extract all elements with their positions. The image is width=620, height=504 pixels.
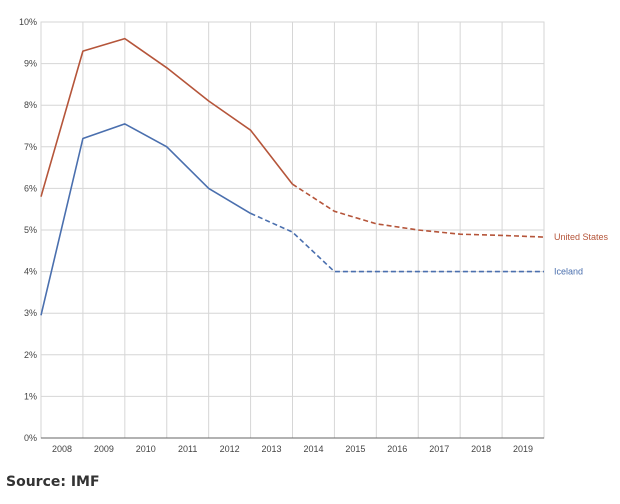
x-tick-label: 2012	[220, 444, 240, 454]
x-tick-label: 2013	[262, 444, 282, 454]
series-line-actual	[40, 37, 294, 197]
y-tick-label: 6%	[24, 183, 37, 193]
series-labels: United States Iceland	[554, 232, 609, 277]
x-tick-label: 2018	[471, 444, 491, 454]
y-tick-label: 5%	[24, 225, 37, 235]
y-axis-ticks: 0% 1% 2% 3% 4% 5% 6% 7% 8% 9% 10%	[19, 17, 37, 443]
y-tick-label: 3%	[24, 308, 37, 318]
line-chart: 0% 1% 2% 3% 4% 5% 6% 7% 8% 9% 10% 2008 2009 2010 2011…	[19, 17, 609, 454]
x-tick-label: 2011	[178, 444, 197, 454]
x-tick-label: 2015	[345, 444, 365, 454]
y-tick-label: 10%	[19, 17, 37, 27]
x-tick-label: 2014	[303, 444, 323, 454]
series-line-projection	[292, 183, 545, 238]
x-tick-label: 2017	[429, 444, 449, 454]
y-tick-label: 1%	[24, 391, 37, 401]
x-tick-label: 2019	[513, 444, 533, 454]
y-tick-label: 4%	[24, 267, 37, 277]
gridlines	[40, 21, 545, 439]
series-label: United States	[554, 232, 609, 242]
x-tick-label: 2009	[94, 444, 114, 454]
y-tick-label: 8%	[24, 100, 37, 110]
y-tick-label: 2%	[24, 350, 37, 360]
x-tick-label: 2016	[387, 444, 407, 454]
x-tick-label: 2010	[136, 444, 156, 454]
unemployment-chart: 0% 1% 2% 3% 4% 5% 6% 7% 8% 9% 10% 2008 2009 2010 2011…	[19, 17, 609, 454]
source-note: Source: IMF	[6, 474, 100, 490]
series-line-actual	[40, 123, 252, 316]
series-label: Iceland	[554, 267, 583, 277]
x-axis-ticks: 2008 2009 2010 2011 2012 2013 2014 2015 2016 2017…	[52, 444, 533, 454]
series-lines	[40, 37, 545, 316]
y-tick-label: 9%	[24, 59, 37, 69]
y-tick-label: 0%	[24, 433, 37, 443]
x-tick-label: 2008	[52, 444, 72, 454]
series-line-projection	[250, 212, 544, 273]
y-tick-label: 7%	[24, 142, 37, 152]
